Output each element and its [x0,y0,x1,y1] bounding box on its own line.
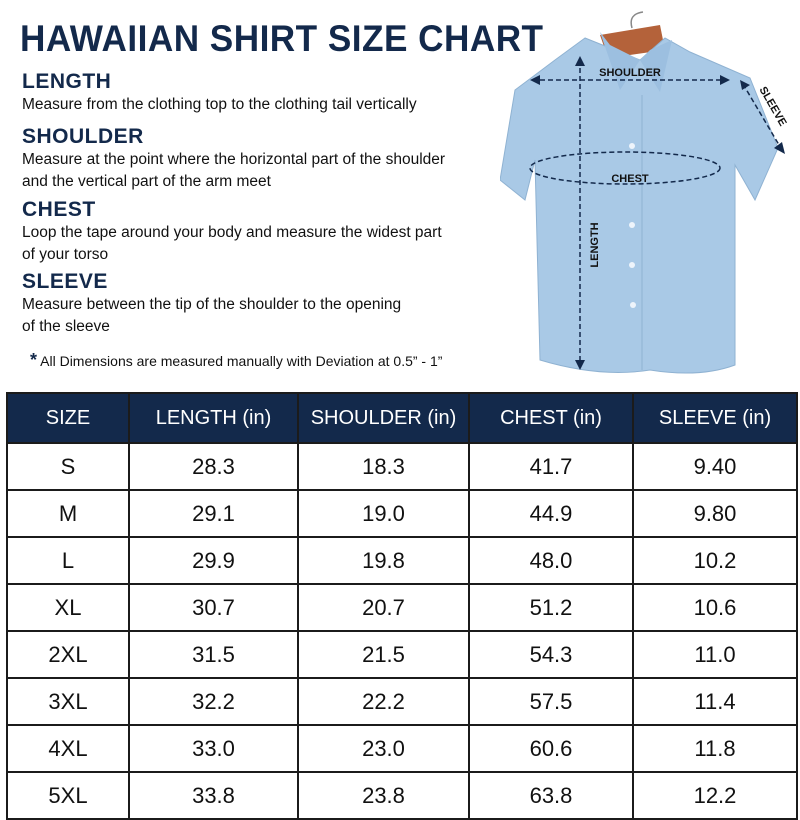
table-cell: 18.3 [297,442,470,491]
table-cell: 21.5 [297,630,470,679]
table-cell: 19.0 [297,489,470,538]
column-header: SIZE [6,392,130,444]
section-heading: SHOULDER [22,125,144,148]
section-description: of your torso [22,246,109,263]
table-cell: 54.3 [468,630,634,679]
section-chest: CHEST Loop the tape around your body and … [22,198,502,266]
table-row: 4XL 33.0 23.0 60.6 11.8 [6,724,798,773]
table-cell: 33.0 [128,724,299,773]
table-cell: M [6,489,130,538]
table-row: 3XL 32.2 22.2 57.5 11.4 [6,677,798,726]
table-cell: 48.0 [468,536,634,585]
table-cell: 2XL [6,630,130,679]
table-cell: XL [6,583,130,632]
shoulder-label: SHOULDER [599,67,661,79]
table-cell: 44.9 [468,489,634,538]
table-cell: 28.3 [128,442,299,491]
section-description: Measure from the clothing top to the clo… [22,96,417,113]
table-cell: 5XL [6,771,130,820]
note-text: All Dimensions are measured manually wit… [40,353,443,369]
table-cell: 10.6 [632,583,798,632]
table-cell: 22.2 [297,677,470,726]
table-cell: 63.8 [468,771,634,820]
table-cell: 11.4 [632,677,798,726]
column-header: CHEST (in) [468,392,634,444]
page-title: HAWAIIAN SHIRT SIZE CHART [20,18,544,59]
table-cell: 41.7 [468,442,634,491]
table-row: 5XL 33.8 23.8 63.8 12.2 [6,771,798,820]
section-length: LENGTH Measure from the clothing top to t… [22,70,502,116]
section-description: Loop the tape around your body and measu… [22,224,442,241]
table-cell: 32.2 [128,677,299,726]
measurement-note: * All Dimensions are measured manually w… [30,350,442,371]
section-description: Measure between the tip of the shoulder … [22,296,402,313]
table-cell: 23.8 [297,771,470,820]
table-cell: L [6,536,130,585]
table-cell: 9.80 [632,489,798,538]
table-cell: 12.2 [632,771,798,820]
table-cell: 3XL [6,677,130,726]
asterisk: * [30,350,38,370]
hanger-hook [630,11,644,29]
table-cell: 10.2 [632,536,798,585]
section-description: and the vertical part of the arm meet [22,173,271,190]
table-cell: 57.5 [468,677,634,726]
chest-ellipse [529,151,721,185]
table-cell: 9.40 [632,442,798,491]
table-row: XL 30.7 20.7 51.2 10.6 [6,583,798,632]
section-heading: SLEEVE [22,270,108,293]
table-row: S 28.3 18.3 41.7 9.40 [6,442,798,491]
section-heading: CHEST [22,198,96,221]
collar [600,32,672,92]
section-description: Measure at the point where the horizonta… [22,151,446,168]
table-row: M 29.1 19.0 44.9 9.80 [6,489,798,538]
table-cell: 31.5 [128,630,299,679]
length-label: LENGTH [589,222,601,267]
sleeve-arrow [742,83,783,151]
table-cell: 29.1 [128,489,299,538]
section-description: of the sleeve [22,318,110,335]
table-cell: 60.6 [468,724,634,773]
shirt-diagram: SHOULDER CHEST LENGTH SLEEVE [500,11,789,374]
table-cell: 51.2 [468,583,634,632]
size-table: SIZE LENGTH (in) SHOULDER (in) CHEST (in) SL… [6,392,798,820]
table-cell: 20.7 [297,583,470,632]
section-shoulder: SHOULDER Measure at the point where the h… [22,125,502,193]
section-heading: LENGTH [22,70,112,93]
shirt-body [500,37,779,374]
column-header: SHOULDER (in) [297,392,470,444]
table-row: L 29.9 19.8 48.0 10.2 [6,536,798,585]
table-cell: 11.8 [632,724,798,773]
section-sleeve: SLEEVE Measure between the tip of the sho… [22,270,502,338]
table-cell: 19.8 [297,536,470,585]
table-cell: 30.7 [128,583,299,632]
table-cell: 4XL [6,724,130,773]
table-cell: 29.9 [128,536,299,585]
column-header: LENGTH (in) [128,392,299,444]
table-cell: 33.8 [128,771,299,820]
buttons [629,143,636,308]
table-cell: 11.0 [632,630,798,679]
table-header-row: SIZE LENGTH (in) SHOULDER (in) CHEST (in) SL… [6,392,798,444]
chest-label: CHEST [611,173,649,185]
column-header: SLEEVE (in) [632,392,798,444]
table-row: 2XL 31.5 21.5 54.3 11.0 [6,630,798,679]
table-cell: S [6,442,130,491]
table-cell: 23.0 [297,724,470,773]
